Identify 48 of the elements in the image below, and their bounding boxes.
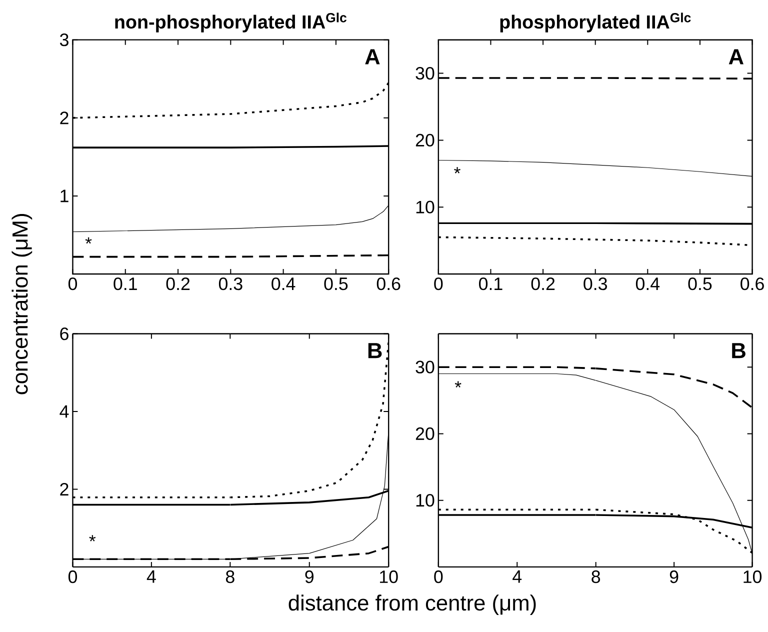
y-tick-label: 20 [416,428,434,440]
x-tick-label: 0.6 [376,278,400,290]
chart-title: phosphorylated IIA$^{Glc}$ [500,12,691,33]
annotation: * [454,167,460,174]
x-tick-label: 0 [68,570,78,584]
x-tick-label: 0.1 [479,278,502,290]
annotation: * [85,238,92,244]
y-tick-label: 2 [60,112,68,124]
y-tick-label: 6 [60,328,68,340]
y-axis-title: concentration (μM) [12,214,32,394]
y-tick-label: 10 [416,200,434,214]
x-tick-label: 0.2 [531,278,555,290]
annotation: B [368,343,382,358]
x-tick-label: 0.5 [688,278,712,290]
y-tick-label: 4 [60,405,69,418]
x-tick-label: 0.5 [324,278,348,290]
y-tick-label: 30 [416,67,434,80]
x-tick-label: 0.2 [166,278,190,290]
x-tick-label: 8 [592,570,600,584]
x-tick-label: 0 [434,570,443,584]
annotation: * [89,535,96,542]
x-tick-label: 0 [434,278,443,290]
x-tick-label: 4 [512,570,522,583]
x-tick-label: 0.4 [636,278,660,290]
x-tick-label: 8 [226,570,234,584]
x-tick-label: 10 [380,570,398,584]
x-tick-label: 9 [305,570,314,584]
x-tick-label: 0.1 [114,278,137,290]
y-tick-label: 10 [416,494,434,507]
annotation: B [732,343,746,358]
chart-title: non-phosphorylated IIA$^{Glc}$ [115,12,346,32]
y-tick-label: 1 [60,190,68,202]
y-tick-label: 30 [416,360,434,374]
annotation: * [454,381,462,388]
x-axis-title: distance from centre (μm) [288,594,536,616]
x-tick-label: 0.3 [584,278,607,290]
x-tick-label: 10 [744,570,762,584]
x-tick-label: 0.3 [218,278,242,290]
annotation: A [365,49,380,64]
x-tick-label: 4 [146,570,156,583]
y-tick-label: 20 [416,134,434,147]
y-tick-label: 2 [60,483,68,496]
x-tick-label: 9 [670,570,678,584]
annotation: A [728,49,744,64]
x-tick-label: 0.4 [272,278,296,290]
x-tick-label: 0.6 [740,278,764,290]
x-tick-label: 0 [68,278,78,290]
y-tick-label: 3 [60,34,68,46]
